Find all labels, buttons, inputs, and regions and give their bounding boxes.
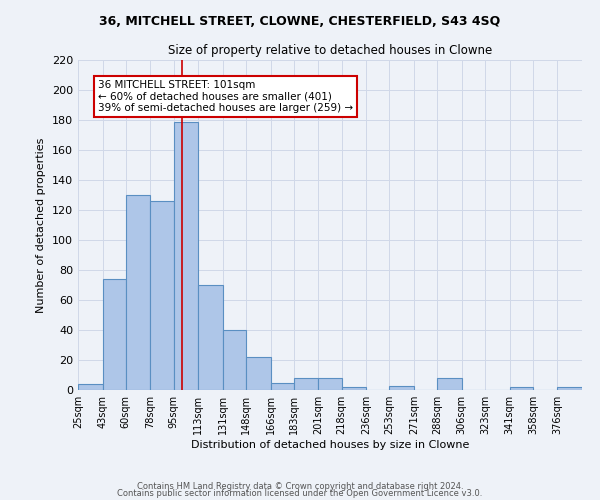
Bar [294,378,319,390]
Bar [557,387,582,390]
Text: 36, MITCHELL STREET, CLOWNE, CHESTERFIELD, S43 4SQ: 36, MITCHELL STREET, CLOWNE, CHESTERFIEL… [100,15,500,28]
Bar [223,330,246,390]
Bar [246,357,271,390]
Bar [173,122,198,390]
Y-axis label: Number of detached properties: Number of detached properties [37,138,46,312]
Text: 36 MITCHELL STREET: 101sqm
← 60% of detached houses are smaller (401)
39% of sem: 36 MITCHELL STREET: 101sqm ← 60% of deta… [98,80,353,113]
Bar [198,285,223,390]
Bar [437,378,462,390]
Bar [509,387,533,390]
Bar [319,378,341,390]
Title: Size of property relative to detached houses in Clowne: Size of property relative to detached ho… [168,44,492,58]
Text: Contains HM Land Registry data © Crown copyright and database right 2024.: Contains HM Land Registry data © Crown c… [137,482,463,491]
X-axis label: Distribution of detached houses by size in Clowne: Distribution of detached houses by size … [191,440,469,450]
Bar [78,384,103,390]
Bar [103,279,126,390]
Bar [341,387,366,390]
Text: Contains public sector information licensed under the Open Government Licence v3: Contains public sector information licen… [118,489,482,498]
Bar [389,386,414,390]
Bar [271,382,294,390]
Bar [126,195,151,390]
Bar [151,201,173,390]
